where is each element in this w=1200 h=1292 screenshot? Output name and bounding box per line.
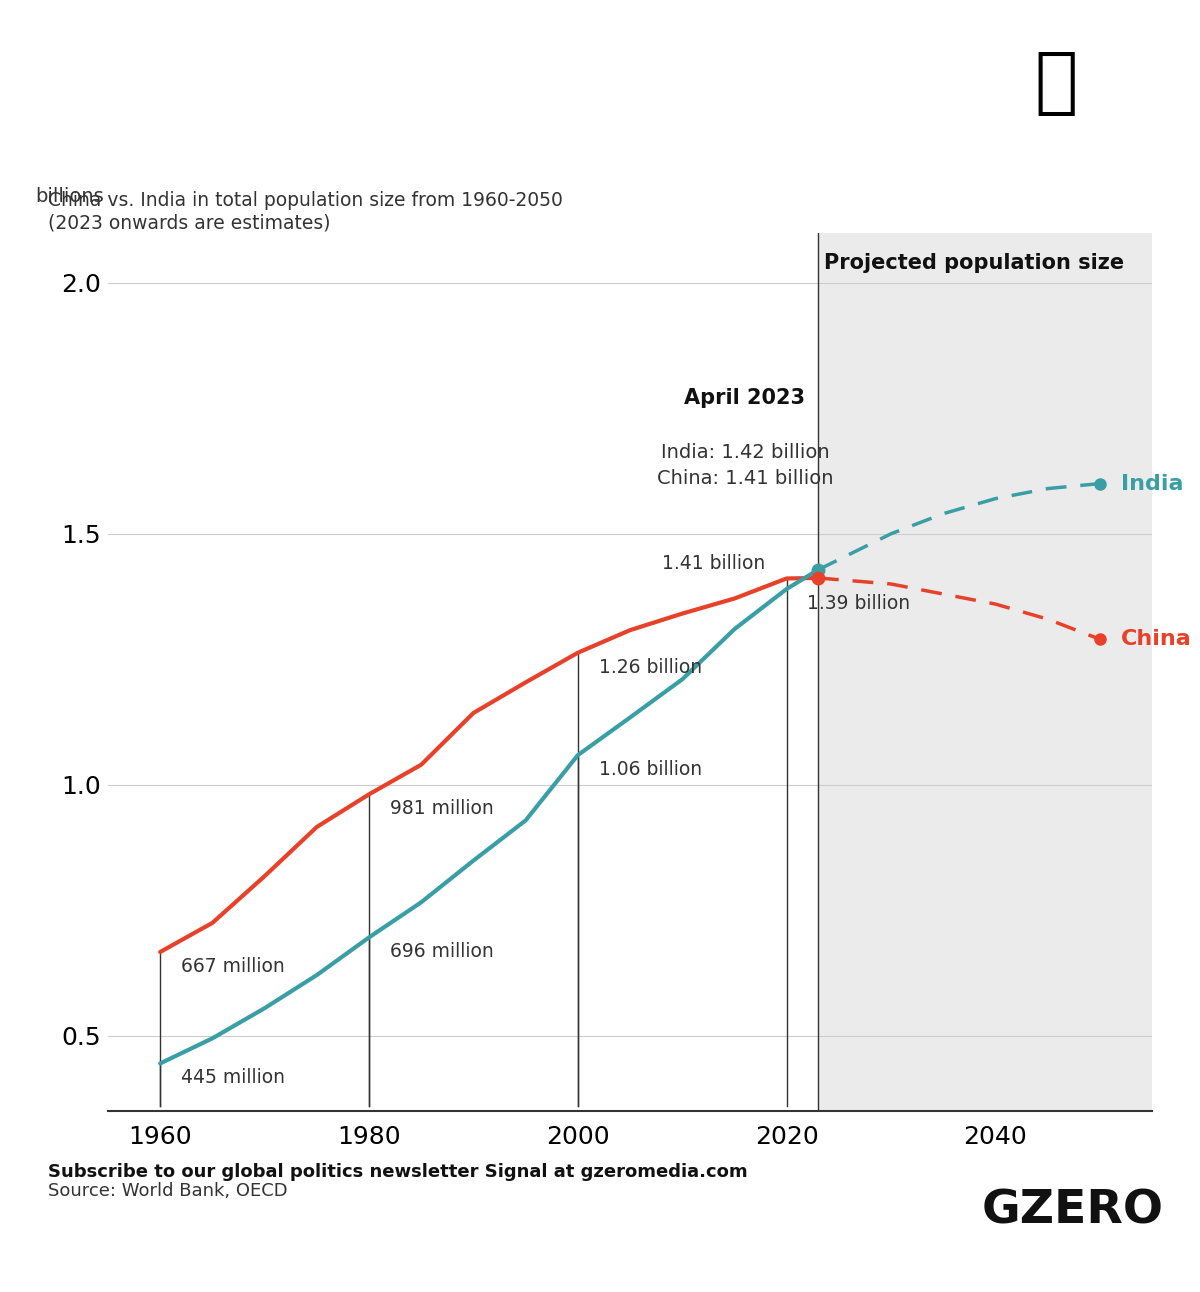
Text: 667 million: 667 million (181, 957, 284, 975)
Text: 1.41 billion: 1.41 billion (662, 554, 766, 574)
Text: 1.06 billion: 1.06 billion (599, 760, 702, 779)
Text: April 2023: April 2023 (684, 389, 805, 408)
Text: 981 million: 981 million (390, 800, 493, 818)
Text: GZERO: GZERO (982, 1189, 1164, 1234)
Text: 1.26 billion: 1.26 billion (599, 658, 702, 677)
Text: billions: billions (35, 187, 103, 207)
Text: 1.39 billion: 1.39 billion (808, 594, 911, 612)
Text: India: 1.42 billion: India: 1.42 billion (660, 443, 829, 463)
Text: China: China (1121, 629, 1192, 649)
Text: 445 million: 445 million (181, 1068, 286, 1088)
Text: Projected population size: Projected population size (824, 253, 1124, 273)
Text: Source: World Bank, OECD: Source: World Bank, OECD (48, 1182, 288, 1200)
Text: (2023 onwards are estimates): (2023 onwards are estimates) (48, 213, 330, 233)
Text: India: India (1121, 474, 1183, 494)
Text: China: 1.41 billion: China: 1.41 billion (656, 469, 833, 487)
Text: Subscribe to our global politics newsletter Signal at gzeromedia.com: Subscribe to our global politics newslet… (48, 1163, 748, 1181)
Text: India set to overtake China: India set to overtake China (48, 57, 1025, 118)
Bar (818, 233, 1152, 1111)
Text: China vs. India in total population size from 1960-2050: China vs. India in total population size… (48, 191, 563, 211)
Text: 696 million: 696 million (390, 942, 493, 961)
Text: 👥: 👥 (1034, 49, 1078, 119)
